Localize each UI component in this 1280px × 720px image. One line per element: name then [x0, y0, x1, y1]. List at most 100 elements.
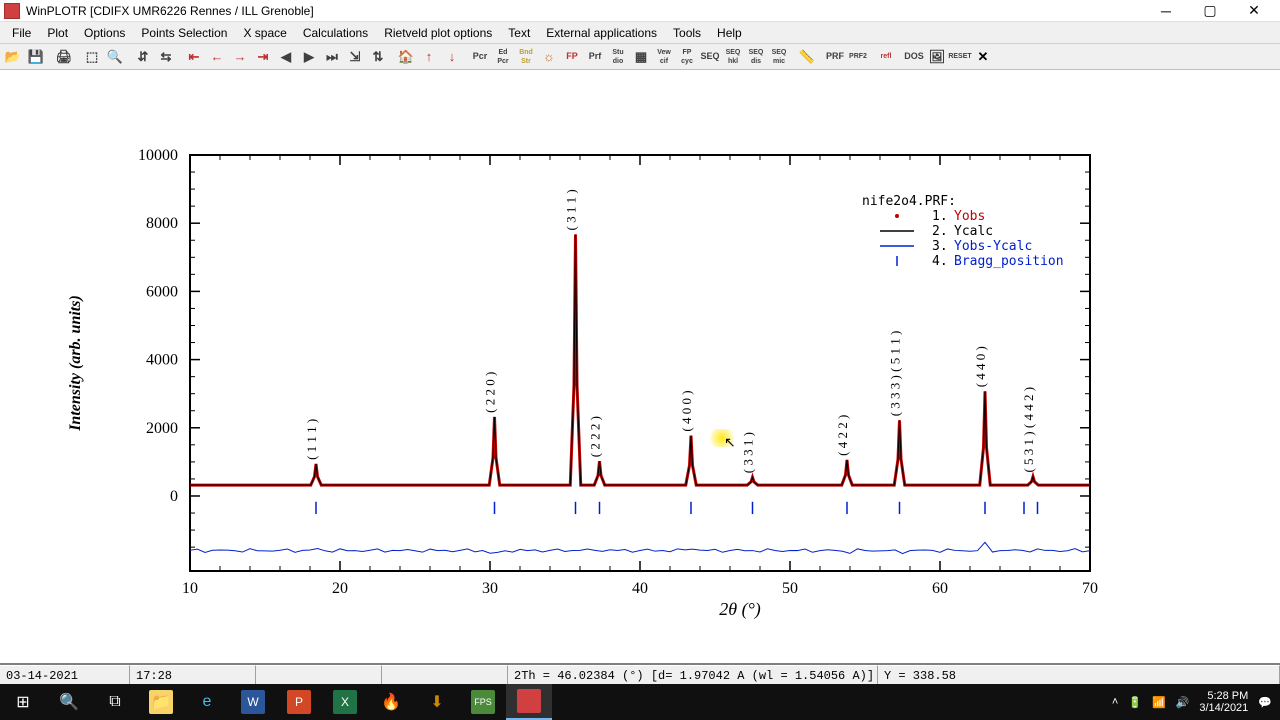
taskview-button[interactable]: ⧉: [92, 684, 138, 720]
tool-zoom-rect[interactable]: ⬚: [81, 46, 103, 68]
svg-text:2000: 2000: [146, 420, 178, 437]
svg-text:( 1 1 1 ): ( 1 1 1 ): [304, 419, 319, 460]
tool-play-left[interactable]: ◀: [275, 46, 297, 68]
svg-text:( 5 3 1 ) ( 4 4 2 ): ( 5 3 1 ) ( 4 4 2 ): [1021, 387, 1036, 473]
tool-divide-v[interactable]: ⇵: [132, 46, 154, 68]
tool-pcr[interactable]: Pcr: [469, 46, 491, 68]
svg-text:20: 20: [332, 580, 348, 597]
maximize-button[interactable]: ▢: [1188, 0, 1232, 22]
menu-options[interactable]: Options: [76, 24, 133, 42]
menu-text[interactable]: Text: [500, 24, 538, 42]
tool-seq[interactable]: SEQ: [699, 46, 721, 68]
app2-button[interactable]: FPS: [460, 684, 506, 720]
start-button[interactable]: ⊞: [0, 684, 46, 720]
xrd-plot[interactable]: 1020304050607002000400060008000100002θ (…: [0, 70, 1280, 663]
svg-text:( 4 0 0 ): ( 4 0 0 ): [679, 390, 694, 431]
tool-img[interactable]: 🖼: [926, 46, 948, 68]
tool-zoom[interactable]: 🔍: [104, 46, 126, 68]
tool-fp-cyc[interactable]: FP cyc: [676, 46, 698, 68]
tool-nav-last[interactable]: ⇥: [252, 46, 274, 68]
titlebar: WinPLOTR [CDIFX UMR6226 Rennes / ILL Gre…: [0, 0, 1280, 22]
explorer-button[interactable]: 📁: [138, 684, 184, 720]
tool-vew-cif[interactable]: Vew cif: [653, 46, 675, 68]
menu-help[interactable]: Help: [709, 24, 750, 42]
tray-chevron-icon[interactable]: ˄: [1112, 696, 1118, 708]
tray-clock[interactable]: 5:28 PM 3/14/2021: [1199, 690, 1248, 714]
tool-close[interactable]: ✕: [972, 46, 994, 68]
tool-reset[interactable]: RESET: [949, 46, 971, 68]
tool-dos[interactable]: DOS: [903, 46, 925, 68]
tool-arrow-up[interactable]: ↑: [418, 46, 440, 68]
winplotr-button[interactable]: [506, 684, 552, 720]
tool-nav-prev[interactable]: ←: [206, 46, 228, 68]
word-button[interactable]: W: [230, 684, 276, 720]
status-2theta: 2Th = 46.02384 (°) [d= 1.97042 A (wl = 1…: [508, 665, 878, 684]
systray: ˄ 🔋 📶 🔊 5:28 PM 3/14/2021 💬: [1112, 690, 1280, 714]
tool-grid[interactable]: ▦: [630, 46, 652, 68]
svg-text:Yobs-Ycalc: Yobs-Ycalc: [954, 239, 1032, 254]
minimize-button[interactable]: ─: [1144, 0, 1188, 22]
tool-seq-dis[interactable]: SEQ dis: [745, 46, 767, 68]
toolbar: 📂💾 🖨 ⬚🔍 ⇵⇆ ⇤←→⇥◀▶⏭⇲⇅ 🏠↑↓ PcrEd PcrBnd Str☼FPPr…: [0, 44, 1280, 70]
window-title: WinPLOTR [CDIFX UMR6226 Rennes / ILL Gre…: [26, 4, 1144, 18]
tool-nav-right[interactable]: →: [229, 46, 251, 68]
menu-calculations[interactable]: Calculations: [295, 24, 376, 42]
tool-nav-first[interactable]: ⇤: [183, 46, 205, 68]
statusbar: 03-14-2021 17:28 2Th = 46.02384 (°) [d= …: [0, 663, 1280, 684]
menu-plot[interactable]: Plot: [39, 24, 76, 42]
tool-stu-dio[interactable]: Stu dio: [607, 46, 629, 68]
tool-seq-hkl[interactable]: SEQ hkl: [722, 46, 744, 68]
tool-home[interactable]: 🏠: [395, 46, 417, 68]
edge-button[interactable]: e: [184, 684, 230, 720]
tool-save[interactable]: 💾: [25, 46, 47, 68]
window-controls: ─ ▢ ✕: [1144, 0, 1276, 22]
app-icon: [4, 3, 20, 19]
svg-text:( 4 4 0 ): ( 4 4 0 ): [973, 346, 988, 387]
menu-tools[interactable]: Tools: [665, 24, 709, 42]
firefox-button[interactable]: 🔥: [368, 684, 414, 720]
svg-text:Intensity (arb. units): Intensity (arb. units): [67, 295, 84, 432]
svg-text:70: 70: [1082, 580, 1098, 597]
tool-prf[interactable]: Prf: [584, 46, 606, 68]
tool-print[interactable]: 🖨: [53, 46, 75, 68]
tool-updown[interactable]: ⇅: [367, 46, 389, 68]
tool-collapse[interactable]: ⇲: [344, 46, 366, 68]
tray-volume-icon[interactable]: 🔊: [1176, 696, 1190, 709]
svg-text:( 4 2 2 ): ( 4 2 2 ): [835, 415, 850, 456]
menu-points-selection[interactable]: Points Selection: [133, 24, 235, 42]
tool-divide-h[interactable]: ⇆: [155, 46, 177, 68]
tool-prf[interactable]: PRF: [824, 46, 846, 68]
svg-text:Bragg_position: Bragg_position: [954, 254, 1064, 269]
tool-play-right[interactable]: ▶: [298, 46, 320, 68]
tray-wifi-icon[interactable]: 📶: [1152, 696, 1166, 709]
svg-text:Ycalc: Ycalc: [954, 224, 993, 239]
tool-refl[interactable]: refl: [875, 46, 897, 68]
app1-button[interactable]: ⬇: [414, 684, 460, 720]
tool-seq-mic[interactable]: SEQ mic: [768, 46, 790, 68]
svg-text:3.: 3.: [932, 239, 948, 254]
menu-file[interactable]: File: [4, 24, 39, 42]
tool-dist[interactable]: 📏: [796, 46, 818, 68]
tool-nav-end[interactable]: ⏭: [321, 46, 343, 68]
tray-notifications-icon[interactable]: 💬: [1258, 696, 1272, 709]
ppt-button[interactable]: P: [276, 684, 322, 720]
menu-x-space[interactable]: X space: [235, 24, 294, 42]
search-button[interactable]: 🔍: [46, 684, 92, 720]
tool-fp[interactable]: FP: [561, 46, 583, 68]
svg-text:4.: 4.: [932, 254, 948, 269]
svg-text:nife2o4.PRF:: nife2o4.PRF:: [862, 194, 956, 209]
excel-button[interactable]: X: [322, 684, 368, 720]
tool-arrow-down[interactable]: ↓: [441, 46, 463, 68]
svg-text:30: 30: [482, 580, 498, 597]
close-button[interactable]: ✕: [1232, 0, 1276, 22]
tool-prf2[interactable]: PRF2: [847, 46, 869, 68]
tray-battery-icon[interactable]: 🔋: [1128, 696, 1142, 709]
tool-ed-pcr[interactable]: Ed Pcr: [492, 46, 514, 68]
menu-rietveld-plot-options[interactable]: Rietveld plot options: [376, 24, 500, 42]
svg-text:6000: 6000: [146, 283, 178, 300]
menu-external-applications[interactable]: External applications: [538, 24, 665, 42]
tool-sun[interactable]: ☼: [538, 46, 560, 68]
tool-bnd-str[interactable]: Bnd Str: [515, 46, 537, 68]
tool-open[interactable]: 📂: [2, 46, 24, 68]
plot-area[interactable]: 1020304050607002000400060008000100002θ (…: [0, 70, 1280, 663]
